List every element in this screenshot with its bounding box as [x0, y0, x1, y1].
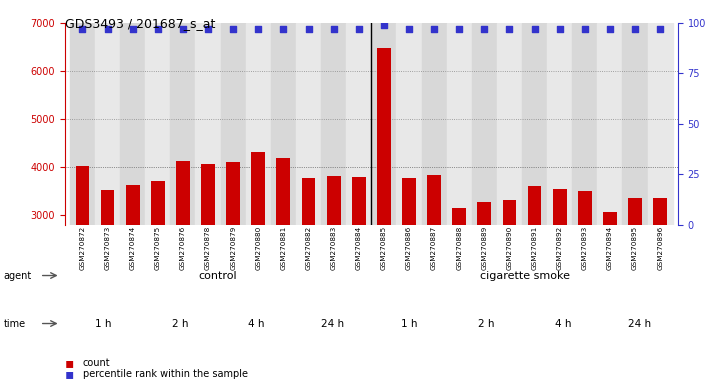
- Bar: [397, 23, 422, 225]
- Bar: [572, 23, 598, 225]
- Text: ▪: ▪: [65, 356, 74, 370]
- Bar: [327, 176, 340, 359]
- Text: ▪: ▪: [65, 367, 74, 381]
- Bar: [176, 161, 190, 359]
- Bar: [151, 182, 164, 359]
- Text: 1 h: 1 h: [402, 318, 418, 329]
- Point: [278, 26, 289, 32]
- Point: [203, 26, 214, 32]
- Bar: [522, 23, 547, 225]
- Bar: [622, 23, 647, 225]
- Text: 4 h: 4 h: [554, 318, 571, 329]
- Point: [353, 26, 365, 32]
- Bar: [477, 202, 491, 359]
- Point: [604, 26, 616, 32]
- Point: [579, 26, 590, 32]
- Point: [76, 26, 88, 32]
- Bar: [452, 209, 466, 359]
- Bar: [352, 177, 366, 359]
- Bar: [371, 23, 397, 225]
- Bar: [120, 23, 145, 225]
- Bar: [472, 23, 497, 225]
- Text: control: control: [199, 270, 237, 281]
- Text: GDS3493 / 201687_s_at: GDS3493 / 201687_s_at: [65, 17, 216, 30]
- Bar: [276, 158, 291, 359]
- Text: 1 h: 1 h: [95, 318, 112, 329]
- Bar: [578, 191, 592, 359]
- Text: 4 h: 4 h: [248, 318, 265, 329]
- Bar: [598, 23, 622, 225]
- Point: [152, 26, 164, 32]
- Bar: [226, 162, 240, 359]
- Bar: [528, 186, 541, 359]
- Point: [454, 26, 465, 32]
- Point: [127, 26, 138, 32]
- Bar: [603, 212, 617, 359]
- Bar: [271, 23, 296, 225]
- Text: 24 h: 24 h: [322, 318, 345, 329]
- Point: [378, 22, 389, 28]
- Point: [655, 26, 666, 32]
- Bar: [402, 178, 416, 359]
- Text: agent: agent: [4, 270, 32, 281]
- Point: [428, 26, 440, 32]
- Point: [252, 26, 264, 32]
- Bar: [321, 23, 346, 225]
- Point: [403, 26, 415, 32]
- Bar: [628, 198, 642, 359]
- Text: time: time: [4, 318, 26, 329]
- Point: [102, 26, 113, 32]
- Text: 2 h: 2 h: [172, 318, 188, 329]
- Point: [554, 26, 565, 32]
- Bar: [252, 152, 265, 359]
- Text: 24 h: 24 h: [628, 318, 651, 329]
- Bar: [76, 166, 89, 359]
- Bar: [246, 23, 271, 225]
- Bar: [101, 190, 115, 359]
- Bar: [125, 185, 140, 359]
- Bar: [201, 164, 215, 359]
- Bar: [221, 23, 246, 225]
- Bar: [296, 23, 321, 225]
- Bar: [503, 200, 516, 359]
- Bar: [547, 23, 572, 225]
- Text: 2 h: 2 h: [478, 318, 495, 329]
- Point: [227, 26, 239, 32]
- Point: [479, 26, 490, 32]
- Bar: [422, 23, 447, 225]
- Text: percentile rank within the sample: percentile rank within the sample: [83, 369, 248, 379]
- Point: [328, 26, 340, 32]
- Bar: [170, 23, 195, 225]
- Bar: [145, 23, 170, 225]
- Bar: [346, 23, 371, 225]
- Point: [504, 26, 516, 32]
- Bar: [195, 23, 221, 225]
- Bar: [653, 198, 667, 359]
- Bar: [428, 175, 441, 359]
- Bar: [377, 48, 391, 359]
- Bar: [447, 23, 472, 225]
- Bar: [301, 178, 315, 359]
- Point: [629, 26, 641, 32]
- Text: count: count: [83, 358, 110, 368]
- Bar: [95, 23, 120, 225]
- Bar: [70, 23, 95, 225]
- Bar: [647, 23, 673, 225]
- Point: [528, 26, 540, 32]
- Bar: [497, 23, 522, 225]
- Text: cigarette smoke: cigarette smoke: [479, 270, 570, 281]
- Point: [177, 26, 189, 32]
- Point: [303, 26, 314, 32]
- Bar: [553, 189, 567, 359]
